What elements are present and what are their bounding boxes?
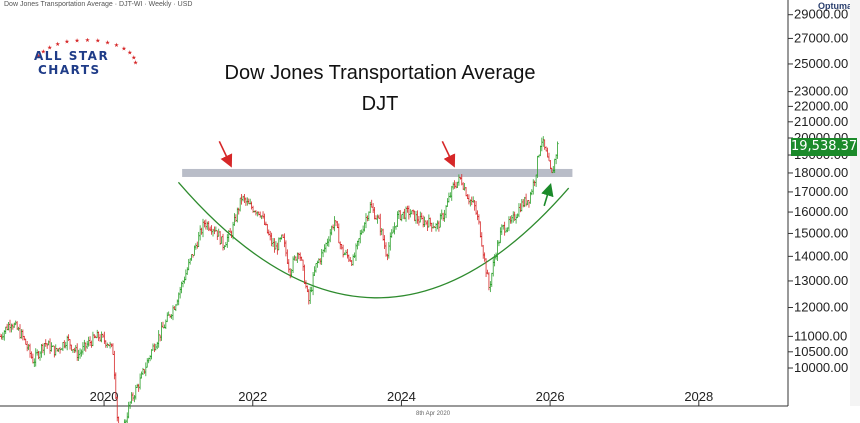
y-tick-label: 15000.00 xyxy=(794,225,848,240)
x-tick-label: 2022 xyxy=(238,389,267,404)
logo-star-icon: ★ xyxy=(131,54,136,61)
y-tick-label: 13000.00 xyxy=(794,273,848,288)
y-tick-label: 10500.00 xyxy=(794,344,848,359)
y-tick-label: 16000.00 xyxy=(794,204,848,219)
chart-title: Dow Jones Transportation Average xyxy=(224,62,536,84)
x-tick-label: 2028 xyxy=(684,389,713,404)
green-arrow-icon xyxy=(541,183,554,207)
x-tick-label: 2026 xyxy=(536,389,565,404)
logo-star-icon: ★ xyxy=(41,48,46,55)
logo-line-2: CHARTS xyxy=(38,63,101,77)
resistance-band xyxy=(182,168,573,177)
y-tick-label: 25000.00 xyxy=(794,56,848,71)
y-tick-label: 29000.00 xyxy=(794,7,848,22)
chart-info-header: Dow Jones Transportation Average · DJT-W… xyxy=(4,1,193,8)
y-tick-label: 11000.00 xyxy=(794,328,847,343)
cup-arc xyxy=(177,181,570,299)
y-tick-label: 17000.00 xyxy=(794,184,848,199)
last-price-label: 19,538.37 xyxy=(791,138,858,156)
logo-star-icon: ★ xyxy=(47,44,52,51)
red-arrow-icon xyxy=(441,140,456,168)
all-star-charts-logo: ★ ★ ★ ★ ★ ★ ★ ★ ★ ★ ★ ★ ★ ★ ALL STAR CHARTS xyxy=(28,38,138,88)
y-tick-label: 12000.00 xyxy=(794,300,848,315)
y-tick-label: 27000.00 xyxy=(794,30,848,45)
y-tick-label: 14000.00 xyxy=(794,248,848,263)
y-tick-label: 21000.00 xyxy=(794,114,848,129)
logo-star-icon: ★ xyxy=(133,59,138,66)
y-tick-label: 10000.00 xyxy=(794,360,848,375)
logo-star-icon: ★ xyxy=(74,38,79,44)
logo-star-icon: ★ xyxy=(105,39,110,46)
logo-star-icon: ★ xyxy=(114,42,119,49)
y-tick-label: 18000.00 xyxy=(794,165,848,180)
logo-line-1: ALL STAR xyxy=(34,49,110,63)
chart-subtitle: DJT xyxy=(361,93,399,115)
logo-star-icon: ★ xyxy=(64,39,69,46)
logo-star-icon: ★ xyxy=(36,53,41,60)
logo-star-icon: ★ xyxy=(95,38,100,45)
footer-date: 8th Apr 2020 xyxy=(416,411,451,417)
logo-stars-icon: ★★★★ ★ ★ ★ ★ ★ ★★★★★ xyxy=(36,38,138,66)
x-tick-label: 2020 xyxy=(90,389,119,404)
logo-star-icon: ★ xyxy=(121,46,126,53)
right-scroll-strip xyxy=(850,0,860,406)
x-tick-label: 2024 xyxy=(387,389,416,404)
logo-star-icon: ★ xyxy=(127,50,132,57)
y-tick-label: 23000.00 xyxy=(794,84,848,99)
y-tick-label: 22000.00 xyxy=(794,98,848,113)
red-arrow-icon xyxy=(218,140,233,168)
logo-star-icon: ★ xyxy=(55,41,60,48)
brand-logo-text: Optuma xyxy=(818,1,853,11)
logo-star-icon: ★ xyxy=(85,38,90,44)
